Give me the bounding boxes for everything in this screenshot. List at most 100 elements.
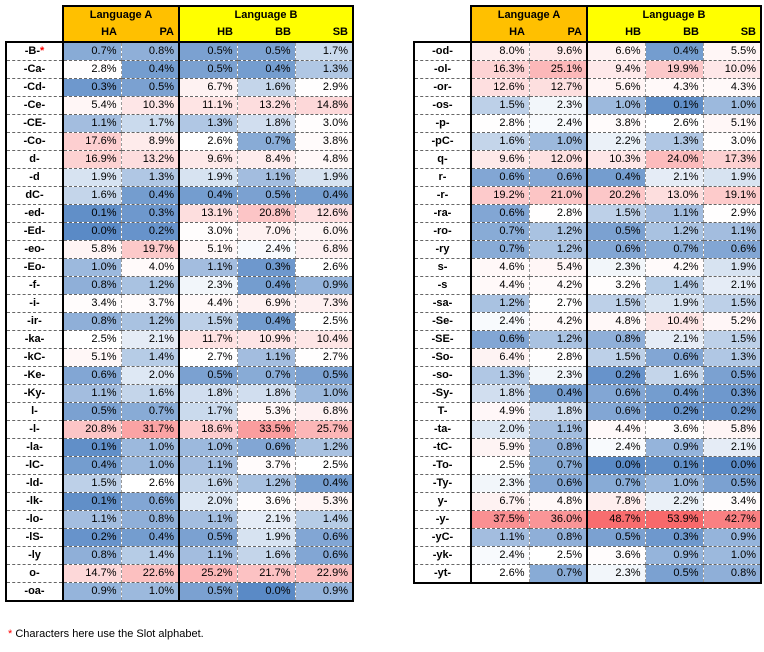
row-label-text: -or-	[433, 81, 452, 93]
value-cell-pa: 12.0%	[529, 150, 588, 169]
value-cell-pa: 2.1%	[121, 330, 180, 349]
row-label-text: -Ty-	[432, 477, 453, 489]
row-label: -lk-	[5, 492, 64, 511]
group-header-row: Language A Language B	[6, 5, 354, 24]
row-label: -Ce-	[5, 96, 64, 115]
value-cell-bb: 1.2%	[645, 222, 704, 241]
value-cell-sb: 1.7%	[295, 42, 354, 61]
value-cell-ha: 1.8%	[470, 384, 530, 403]
value-cell-bb: 0.4%	[237, 312, 296, 331]
row-label: -od-	[413, 41, 472, 61]
value-cell-sb: 0.3%	[703, 384, 762, 403]
value-cell-pa: 36.0%	[529, 510, 588, 529]
value-cell-hb: 0.5%	[586, 222, 646, 241]
value-cell-hb: 3.2%	[586, 276, 646, 295]
value-cell-sb: 3.0%	[295, 114, 354, 133]
value-cell-ha: 0.7%	[470, 222, 530, 241]
value-cell-hb: 1.1%	[178, 510, 238, 529]
value-cell-sb: 42.7%	[703, 510, 762, 529]
value-cell-sb: 1.1%	[703, 222, 762, 241]
value-cell-ha: 0.8%	[62, 312, 122, 331]
col-header-sb: SB	[295, 24, 354, 43]
value-cell-sb: 10.4%	[295, 330, 354, 349]
value-cell-ha: 2.5%	[470, 456, 530, 475]
table-row: -s 4.4% 4.2% 3.2% 1.4% 2.1%	[413, 276, 762, 295]
row-label: -lC-	[5, 456, 64, 475]
value-cell-pa: 0.4%	[121, 60, 180, 79]
value-cell-ha: 0.8%	[62, 546, 122, 565]
value-cell-hb: 6.6%	[586, 42, 646, 61]
table-row: -lS- 0.2% 0.4% 0.5% 1.9% 0.6%	[5, 528, 354, 547]
value-cell-bb: 7.0%	[237, 222, 296, 241]
value-cell-ha: 2.6%	[470, 564, 530, 584]
value-cell-hb: 0.5%	[178, 528, 238, 547]
value-cell-hb: 0.5%	[178, 42, 238, 61]
value-cell-ha: 0.6%	[470, 330, 530, 349]
row-label-text: -d	[29, 171, 40, 183]
value-cell-hb: 0.6%	[586, 384, 646, 403]
table-row: -Co- 17.6% 8.9% 2.6% 0.7% 3.8%	[5, 132, 354, 151]
value-cell-ha: 2.4%	[470, 546, 530, 565]
value-cell-pa: 1.8%	[529, 402, 588, 421]
value-cell-bb: 1.1%	[645, 204, 704, 223]
row-label-text: -l-	[29, 423, 40, 435]
value-cell-pa: 0.8%	[529, 528, 588, 547]
value-cell-bb: 0.1%	[645, 96, 704, 115]
value-cell-hb: 3.8%	[586, 114, 646, 133]
row-label: y-	[413, 492, 472, 511]
value-cell-sb: 12.6%	[295, 204, 354, 223]
value-cell-ha: 0.0%	[62, 222, 122, 241]
value-cell-pa: 0.7%	[529, 456, 588, 475]
value-cell-ha: 1.2%	[470, 294, 530, 313]
value-cell-hb: 5.6%	[586, 78, 646, 97]
value-cell-sb: 6.0%	[295, 222, 354, 241]
value-cell-ha: 0.9%	[62, 582, 122, 602]
col-header-ha: HA	[62, 24, 121, 43]
row-label: -ta-	[413, 420, 472, 439]
value-cell-pa: 1.0%	[121, 582, 180, 602]
value-cell-pa: 0.3%	[121, 204, 180, 223]
table-row: -ta- 2.0% 1.1% 4.4% 3.6% 5.8%	[413, 420, 762, 439]
value-cell-sb: 1.4%	[295, 510, 354, 529]
row-label: -ra-	[413, 204, 472, 223]
value-cell-sb: 0.5%	[703, 366, 762, 385]
row-label: -p-	[413, 114, 472, 133]
value-cell-bb: 1.8%	[237, 384, 296, 403]
row-label: dC-	[5, 186, 64, 205]
value-cell-sb: 2.5%	[295, 312, 354, 331]
row-label-text: -B-	[24, 45, 40, 57]
value-cell-ha: 0.6%	[470, 168, 530, 187]
value-cell-bb: 4.2%	[645, 258, 704, 277]
table-row: -d 1.9% 1.3% 1.9% 1.1% 1.9%	[5, 168, 354, 187]
row-label: -Sy-	[413, 384, 472, 403]
value-cell-bb: 0.5%	[645, 564, 704, 584]
table-row: -Ke- 0.6% 2.0% 0.5% 0.7% 0.5%	[5, 366, 354, 385]
row-label-text: -y-	[435, 513, 450, 525]
row-label: -ka-	[5, 330, 64, 349]
value-cell-hb: 1.8%	[178, 384, 238, 403]
row-label-text: -Ca-	[23, 63, 46, 75]
value-cell-bb: 2.1%	[645, 330, 704, 349]
value-cell-sb: 4.3%	[703, 78, 762, 97]
row-label-text: dC-	[25, 189, 44, 201]
row-label: -So-	[413, 348, 472, 367]
row-label: q-	[413, 150, 472, 169]
value-cell-hb: 9.6%	[178, 150, 238, 169]
value-cell-pa: 0.8%	[121, 510, 180, 529]
row-label-text: -So-	[431, 351, 454, 363]
value-cell-bb: 2.6%	[645, 114, 704, 133]
table-row: T- 4.9% 1.8% 0.6% 0.2% 0.2%	[413, 402, 762, 421]
value-cell-hb: 20.2%	[586, 186, 646, 205]
value-cell-pa: 2.6%	[121, 474, 180, 493]
col-header-bb: BB	[645, 24, 703, 43]
value-cell-sb: 4.8%	[295, 150, 354, 169]
row-label: -d	[5, 168, 64, 187]
col-header-pa: PA	[121, 24, 179, 43]
value-cell-hb: 4.8%	[586, 312, 646, 331]
value-cell-hb: 0.4%	[586, 168, 646, 187]
value-cell-sb: 25.7%	[295, 420, 354, 439]
value-cell-hb: 2.4%	[586, 438, 646, 457]
value-cell-bb: 0.9%	[645, 438, 704, 457]
table-row: dC- 1.6% 0.4% 0.4% 0.5% 0.4%	[5, 186, 354, 205]
value-cell-bb: 2.4%	[237, 240, 296, 259]
